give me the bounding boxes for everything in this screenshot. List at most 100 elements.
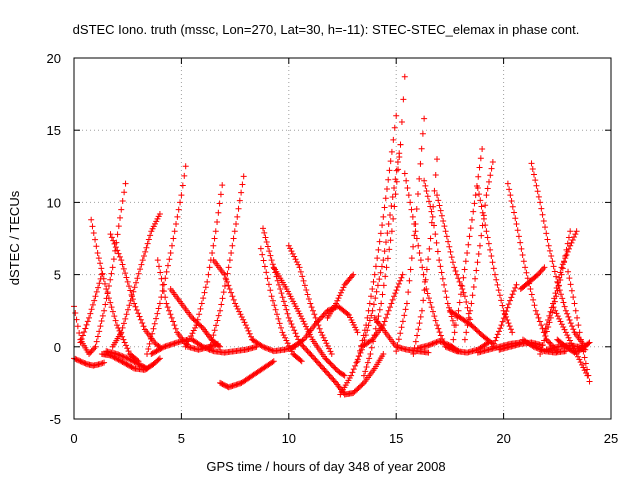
data-point [181, 172, 188, 179]
data-point [399, 271, 406, 278]
data-point [315, 317, 322, 324]
data-point [547, 308, 554, 315]
data-point [391, 184, 398, 191]
data-point [551, 295, 558, 302]
data-point [95, 284, 102, 291]
data-point [119, 324, 126, 331]
data-point [572, 231, 579, 238]
data-point [121, 339, 128, 346]
data-point [299, 337, 306, 344]
data-point [268, 293, 275, 300]
data-point [138, 261, 145, 268]
data-point [77, 339, 84, 346]
data-point [129, 364, 136, 371]
series-7 [103, 348, 151, 372]
data-point [536, 270, 543, 277]
data-point [388, 228, 395, 235]
data-point [490, 265, 497, 272]
data-point [482, 222, 489, 229]
data-point [269, 297, 276, 304]
data-point [470, 208, 477, 215]
data-point [509, 203, 516, 210]
data-point [537, 268, 544, 275]
data-point [116, 253, 123, 260]
data-point [135, 310, 142, 317]
data-point [411, 232, 418, 239]
data-point [257, 245, 264, 252]
series-42 [489, 281, 520, 350]
data-point [407, 199, 414, 206]
data-point [308, 352, 315, 359]
data-point [98, 265, 105, 272]
data-point [376, 306, 383, 313]
data-point [334, 297, 341, 304]
data-point [493, 276, 500, 283]
data-point [425, 295, 432, 302]
data-point [355, 384, 362, 391]
data-point [461, 293, 468, 300]
data-point [381, 248, 388, 255]
data-point [103, 286, 110, 293]
data-point [315, 359, 322, 366]
data-point [418, 145, 425, 152]
data-point [156, 355, 163, 362]
data-point [228, 289, 235, 296]
data-point [431, 313, 438, 320]
data-point [532, 177, 539, 184]
data-point [415, 242, 422, 249]
data-point [349, 273, 356, 280]
data-point [548, 304, 555, 311]
data-point [192, 324, 199, 331]
data-point [533, 344, 540, 351]
data-point [565, 268, 572, 275]
data-point [153, 348, 160, 355]
data-point [476, 191, 483, 198]
data-point [215, 209, 222, 216]
data-point [261, 263, 268, 270]
y-tick-labels: -5 0 5 10 15 20 [47, 51, 61, 427]
data-point [81, 328, 88, 335]
data-point [435, 325, 442, 332]
data-point [210, 242, 217, 249]
data-point [575, 343, 582, 350]
data-point [320, 365, 327, 372]
data-point [169, 242, 176, 249]
data-point [569, 236, 576, 243]
data-point [233, 221, 240, 228]
data-point [535, 193, 542, 200]
data-point [314, 319, 321, 326]
data-point [121, 189, 128, 196]
data-point [451, 264, 458, 271]
data-point [549, 258, 556, 265]
data-point [278, 324, 285, 331]
data-point [508, 294, 515, 301]
series-13 [189, 336, 260, 356]
series-32 [410, 156, 441, 358]
series-26 [354, 112, 400, 365]
data-point [297, 357, 304, 364]
data-point [579, 345, 586, 352]
data-point [394, 342, 401, 349]
data-point [488, 253, 495, 260]
data-point [477, 197, 484, 204]
data-point [492, 271, 499, 278]
data-point [476, 164, 483, 171]
data-point [271, 302, 278, 309]
data-point [313, 358, 320, 365]
data-point [212, 228, 219, 235]
data-point [331, 364, 338, 371]
data-point [565, 245, 572, 252]
data-point [564, 248, 571, 255]
data-point [225, 264, 232, 271]
data-point [99, 312, 106, 319]
data-point [400, 96, 407, 103]
data-point [79, 332, 86, 339]
data-point [380, 213, 387, 220]
data-point [397, 330, 404, 337]
data-point [523, 269, 530, 276]
data-point [432, 339, 439, 346]
data-point [405, 289, 412, 296]
series-21 [285, 242, 335, 358]
data-point [231, 228, 238, 235]
data-point [443, 233, 450, 240]
